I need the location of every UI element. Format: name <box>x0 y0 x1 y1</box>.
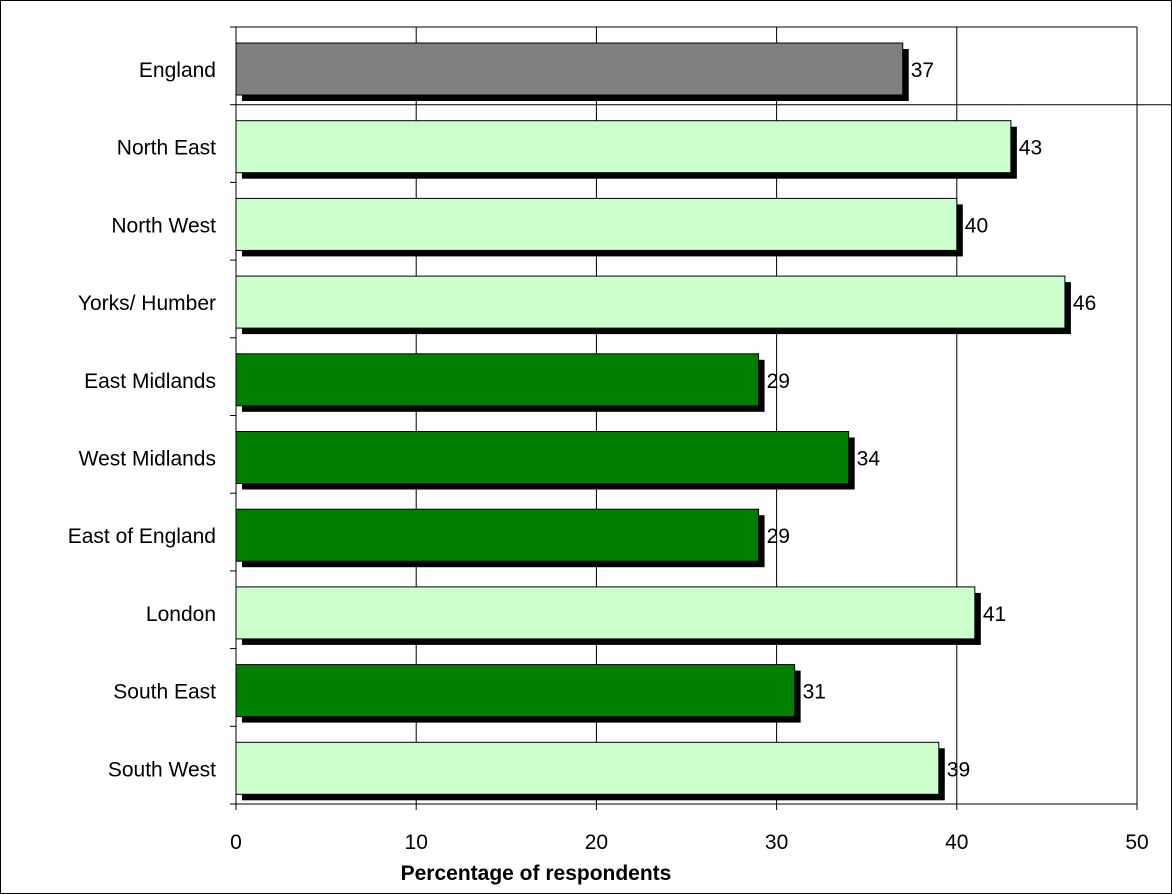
data-label: 34 <box>857 448 881 471</box>
category-label: West Midlands <box>79 448 216 471</box>
category-label: London <box>146 603 216 626</box>
x-tick-label: 30 <box>765 831 788 854</box>
category-label: North East <box>117 137 216 160</box>
data-label: 43 <box>1019 137 1042 160</box>
bar <box>235 120 1012 174</box>
bar <box>235 353 760 407</box>
x-tick-label: 10 <box>405 831 428 854</box>
x-tick-label: 0 <box>230 831 242 854</box>
category-label: North West <box>111 214 216 237</box>
bar <box>235 586 976 640</box>
bar <box>235 508 760 562</box>
bar <box>235 741 940 795</box>
data-label: 37 <box>911 59 934 82</box>
x-tick-label: 20 <box>585 831 608 854</box>
bar <box>235 197 958 251</box>
category-label: Yorks/ Humber <box>78 292 216 315</box>
bar <box>235 275 1066 329</box>
x-axis-title: Percentage of respondents <box>401 862 672 885</box>
data-label: 39 <box>947 758 970 781</box>
data-label: 29 <box>767 370 790 393</box>
x-tick-labels: 0 10 20 30 40 50 <box>230 831 1149 854</box>
axes <box>230 26 1171 810</box>
data-label: 40 <box>965 214 988 237</box>
value-labels: 37 43 40 46 29 34 29 41 31 39 <box>767 59 1097 781</box>
bars <box>235 42 1071 801</box>
data-label: 31 <box>803 681 826 704</box>
data-label: 46 <box>1073 292 1096 315</box>
data-label: 41 <box>983 603 1006 626</box>
x-tick-label: 40 <box>945 831 968 854</box>
category-label: East Midlands <box>84 370 216 393</box>
data-label: 29 <box>767 525 790 548</box>
bar <box>235 42 904 96</box>
x-tick-label: 50 <box>1125 831 1148 854</box>
category-label: South West <box>108 758 216 781</box>
bar <box>235 664 796 718</box>
category-label: England <box>139 59 216 82</box>
category-label: East of England <box>68 525 216 548</box>
category-labels: England North East North West Yorks/ Humber… <box>68 59 216 781</box>
category-label: South East <box>113 681 216 704</box>
bar <box>235 431 850 484</box>
